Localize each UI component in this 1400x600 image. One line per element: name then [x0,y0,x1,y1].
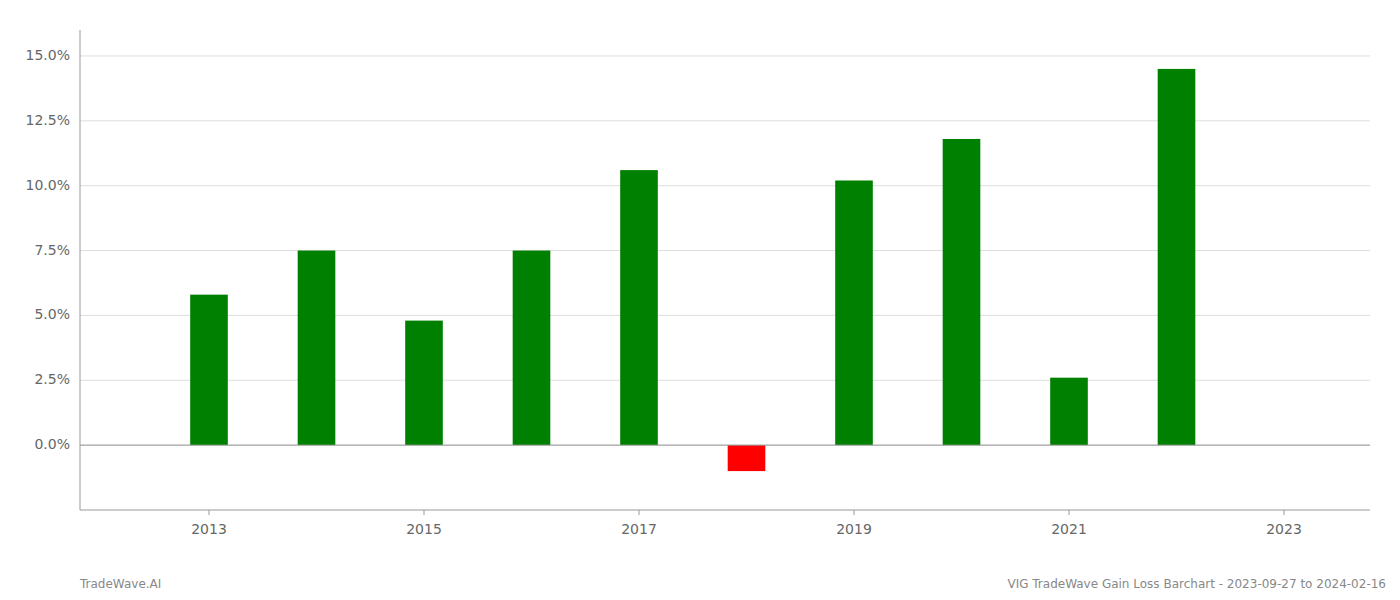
bar [405,321,443,446]
y-tick-label: 10.0% [26,177,70,193]
y-tick-label: 12.5% [26,112,70,128]
x-tick [1284,510,1285,515]
y-tick-label: 0.0% [34,436,70,452]
bar [943,139,981,445]
bar [835,180,873,445]
bar [513,251,551,446]
x-tick [424,510,425,515]
x-tick-label: 2021 [1051,521,1087,537]
x-tick-label: 2019 [836,521,872,537]
x-tick [639,510,640,515]
x-tick [1069,510,1070,515]
x-tick-label: 2013 [191,521,227,537]
bar [1050,378,1088,445]
bars [190,69,1195,471]
grid-line [80,445,1370,446]
x-axis-line [80,510,1370,511]
footer-left: TradeWave.AI [79,577,161,591]
y-tick-label: 5.0% [34,306,70,322]
y-tick-label: 2.5% [34,371,70,387]
zero-line [80,445,1370,446]
x-tick [209,510,210,515]
y-tick-label: 7.5% [34,242,70,258]
x-tick-label: 2017 [621,521,657,537]
x-tick-label: 2023 [1266,521,1302,537]
bar [298,251,336,446]
chart-svg: 0.0% 2.5% 5.0% 7.5% 10.0% 12.5% 15.0% 2013 2015 2… [0,0,1400,600]
bar [620,170,658,445]
grid-line [80,55,1370,56]
bar [1158,69,1196,445]
bar [190,295,228,445]
footer-right: VIG TradeWave Gain Loss Barchart - 2023-… [1007,577,1386,591]
y-grid [80,56,1370,445]
bar [728,445,766,471]
chart-container: 0.0% 2.5% 5.0% 7.5% 10.0% 12.5% 15.0% 2013 2015 2… [0,0,1400,600]
x-tick [854,510,855,515]
y-tick-label: 15.0% [26,47,70,63]
y-axis-line [80,30,81,510]
x-tick-label: 2015 [406,521,442,537]
